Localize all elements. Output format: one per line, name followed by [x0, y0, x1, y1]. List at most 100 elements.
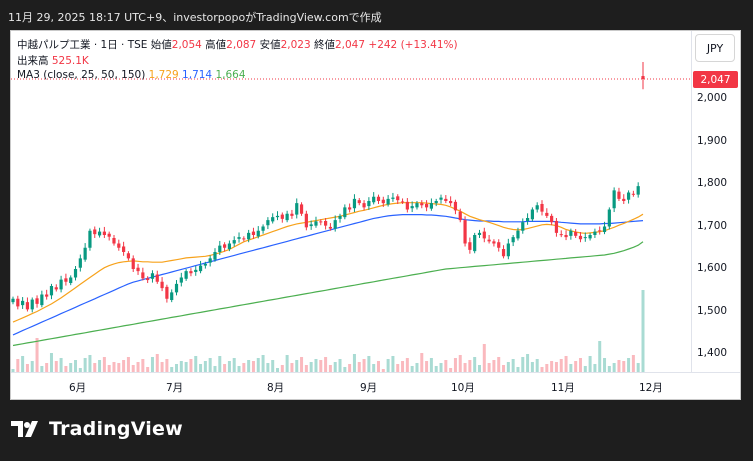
- candle-body: [458, 211, 462, 221]
- candle-body: [117, 243, 121, 248]
- candle-body: [266, 220, 270, 226]
- candle-body: [424, 203, 429, 208]
- candle-body: [420, 203, 424, 206]
- volume-bar: [213, 366, 217, 372]
- volume-bar: [218, 356, 222, 372]
- candle-body: [251, 231, 256, 235]
- chart-canvas[interactable]: [11, 31, 740, 399]
- candle-body: [429, 203, 433, 209]
- currency-button[interactable]: JPY: [695, 34, 735, 62]
- candle-body: [641, 76, 645, 80]
- candle-body: [501, 249, 506, 257]
- volume-bar: [74, 360, 78, 372]
- volume-bar: [83, 358, 87, 372]
- volume-bar: [25, 364, 29, 372]
- volume-bar: [564, 356, 568, 372]
- candle-body: [622, 198, 626, 201]
- volume-bar: [636, 363, 640, 372]
- volume-bar: [449, 368, 453, 372]
- tradingview-logo[interactable]: TradingView: [11, 418, 183, 440]
- candle-body: [160, 281, 164, 289]
- volume-bar: [396, 364, 400, 372]
- volume-bar: [11, 369, 15, 372]
- candle-body: [574, 232, 578, 236]
- volume-bar: [352, 354, 356, 372]
- candle-body: [112, 237, 116, 244]
- volume-bar: [458, 355, 462, 372]
- x-tick-label: 10月: [451, 382, 475, 394]
- volume-bar: [362, 359, 366, 372]
- candle-body: [400, 201, 405, 203]
- candle-body: [179, 277, 183, 283]
- volume-bar: [415, 363, 419, 372]
- candle-body: [131, 258, 135, 269]
- candle-body: [588, 235, 592, 239]
- volume-bar: [146, 367, 150, 372]
- candle-body: [516, 230, 520, 239]
- volume-bar: [131, 365, 135, 372]
- candle-body: [468, 242, 472, 250]
- volume-bar: [203, 361, 207, 372]
- volume-bar: [276, 368, 280, 372]
- volume-bar: [328, 365, 332, 372]
- volume-bar: [622, 361, 626, 372]
- candle-body: [136, 267, 140, 272]
- legend-close-value: 2,047: [334, 39, 366, 51]
- x-tick-label: 9月: [360, 382, 378, 394]
- candle-body: [88, 230, 92, 248]
- candle-body: [299, 204, 304, 214]
- volume-bar: [208, 358, 212, 372]
- candle-body: [578, 235, 583, 240]
- volume-bar: [324, 357, 328, 372]
- tradingview-logo-icon: [11, 421, 38, 437]
- volume-bar: [607, 366, 611, 372]
- x-tick-label: 7月: [166, 382, 184, 394]
- candle-body: [415, 203, 419, 208]
- candle-body: [381, 199, 385, 204]
- volume-bar: [497, 357, 501, 372]
- volume-bar: [348, 364, 352, 372]
- volume-bar: [247, 360, 251, 372]
- legend-low-value: 2,023: [280, 39, 311, 51]
- time-axis[interactable]: 6月 7月 8月 9月 10月 11月 12月: [11, 372, 740, 399]
- candle-body: [16, 298, 20, 307]
- last-price-tag: 2,047: [693, 71, 738, 88]
- candle-body: [602, 226, 607, 233]
- candle-body: [314, 221, 318, 226]
- x-tick-label: 6月: [69, 382, 87, 394]
- candle-body: [607, 209, 611, 227]
- volume-bar: [150, 357, 154, 372]
- volume-bar: [333, 362, 337, 372]
- volume-bar: [381, 369, 385, 372]
- candle-body: [40, 294, 44, 306]
- candle-body: [593, 231, 597, 235]
- legend-volume-label[interactable]: 出来高: [17, 55, 49, 67]
- candle-body: [525, 218, 530, 221]
- y-tick-label: 1,700: [697, 220, 728, 232]
- chart-panel[interactable]: 中越パルプ工業 · 1日 · TSE 始値2,054 高値2,087 安値2,0…: [10, 30, 741, 400]
- volume-bar: [578, 358, 582, 372]
- volume-bar: [502, 365, 506, 372]
- volume-bar: [126, 357, 130, 372]
- candle-body: [227, 243, 232, 250]
- legend-symbol[interactable]: 中越パルプ工業 · 1日 · TSE: [17, 39, 148, 51]
- volume-bar: [300, 357, 304, 372]
- volume-bar: [482, 344, 486, 372]
- y-tick-label: 2,000: [697, 92, 728, 104]
- candle-body: [21, 300, 25, 306]
- ma150-line: [12, 241, 644, 347]
- candle-body: [612, 190, 616, 209]
- candle-body: [449, 201, 453, 204]
- volume-bar: [526, 354, 530, 372]
- volume-bar: [631, 355, 635, 372]
- volume-bar: [391, 356, 395, 372]
- volume-bar: [160, 362, 164, 372]
- price-axis-divider: [691, 31, 692, 372]
- volume-bar: [189, 359, 193, 372]
- legend-ma-label[interactable]: MA3 (close, 25, 50, 150): [17, 69, 146, 81]
- volume-bar: [603, 358, 607, 372]
- candle-body: [631, 193, 635, 195]
- volume-bar: [593, 364, 597, 372]
- candle-body: [405, 201, 409, 210]
- candle-body: [64, 278, 68, 282]
